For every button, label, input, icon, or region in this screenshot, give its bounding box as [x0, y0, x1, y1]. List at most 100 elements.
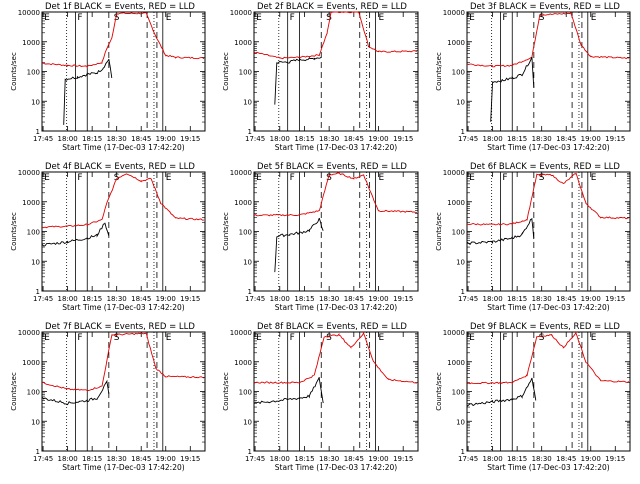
region-label: F [290, 333, 295, 343]
plot-frame [466, 171, 631, 292]
plot-frame [41, 11, 206, 132]
x-axis-label: Start Time (17-Dec-03 17:42:20) [275, 463, 397, 472]
y-tick-label: 1 [36, 288, 40, 296]
y-axis-label: Counts/sec [435, 212, 443, 251]
x-tick-label: 18:00 [483, 455, 503, 463]
region-label: F [502, 333, 507, 343]
x-tick-label: 18:00 [270, 455, 290, 463]
x-tick-label: 18:00 [58, 135, 78, 143]
region-label: S [539, 333, 545, 343]
lld-series-line [253, 171, 418, 217]
events-series-line [253, 376, 324, 405]
panel-title: Det 4f BLACK = Events, RED = LLD [45, 162, 195, 172]
x-tick-label: 18:45 [131, 295, 151, 303]
plot-frame [253, 11, 419, 132]
y-tick-label: 1 [36, 448, 40, 456]
x-tick-label: 17:45 [245, 295, 265, 303]
x-tick-label: 18:15 [294, 295, 314, 303]
y-tick-label: 100 [452, 389, 465, 397]
y-tick-label: 10 [456, 258, 465, 266]
region-label: E [256, 333, 262, 343]
y-axis-label: Counts/sec [222, 212, 230, 251]
y-tick-label: 10 [243, 418, 252, 426]
y-tick-label: 1000 [234, 39, 252, 47]
y-tick-label: 10 [243, 98, 252, 106]
y-tick-label: 100 [239, 69, 252, 77]
x-tick-label: 18:15 [82, 135, 102, 143]
panel-title: Det 9f BLACK = Events, RED = LLD [470, 322, 620, 332]
region-label: E [591, 13, 597, 23]
x-tick-label: 18:30 [107, 295, 127, 303]
panel-title: Det 8f BLACK = Events, RED = LLD [257, 322, 407, 332]
x-tick-label: 18:00 [58, 455, 78, 463]
y-tick-label: 10000 [230, 169, 252, 177]
region-label: E [256, 13, 262, 23]
y-tick-label: 1 [248, 288, 252, 296]
x-tick-label: 18:30 [319, 135, 339, 143]
region-label: S [326, 333, 332, 343]
y-tick-label: 10 [456, 98, 465, 106]
x-tick-label: 18:45 [131, 455, 151, 463]
events-series-line [41, 379, 110, 406]
y-tick-label: 1000 [22, 359, 40, 367]
y-tick-label: 10 [31, 418, 40, 426]
x-tick-label: 19:00 [368, 455, 388, 463]
lld-series-line [253, 331, 418, 384]
panel-5: Det 5f BLACK = Events, RED = LLD 1 10 100 10… [222, 162, 419, 312]
y-tick-label: 10000 [443, 9, 465, 17]
panel-title: Det 7f BLACK = Events, RED = LLD [45, 322, 195, 332]
region-label: E [166, 13, 172, 23]
y-tick-label: 100 [27, 389, 40, 397]
panel-title: Det 5f BLACK = Events, RED = LLD [257, 162, 407, 172]
x-tick-label: 17:45 [458, 295, 478, 303]
region-label: E [166, 173, 172, 183]
x-tick-label: 19:00 [368, 135, 388, 143]
region-label: E [469, 13, 475, 23]
y-axis-label: Counts/sec [10, 52, 18, 91]
x-tick-label: 19:00 [581, 135, 601, 143]
events-series-line [466, 218, 535, 246]
x-tick-label: 19:00 [581, 455, 601, 463]
region-label: S [326, 13, 332, 23]
x-tick-label: 19:00 [156, 135, 176, 143]
x-tick-label: 19:00 [156, 295, 176, 303]
x-tick-label: 18:30 [107, 135, 127, 143]
x-tick-label: 19:15 [180, 295, 200, 303]
x-tick-label: 18:45 [344, 455, 364, 463]
panel-4: Det 4f BLACK = Events, RED = LLD 1 10 100 10… [10, 162, 206, 312]
x-tick-label: 17:45 [458, 455, 478, 463]
x-axis-label: Start Time (17-Dec-03 17:42:20) [62, 463, 184, 472]
x-tick-label: 18:45 [556, 135, 576, 143]
x-tick-label: 18:15 [507, 295, 527, 303]
x-tick-label: 19:15 [180, 135, 200, 143]
region-label: E [166, 333, 172, 343]
region-label: E [469, 173, 475, 183]
region-label: E [256, 173, 262, 183]
region-label: S [326, 173, 332, 183]
y-tick-label: 1 [461, 128, 465, 136]
y-tick-label: 100 [239, 229, 252, 237]
y-axis-label: Counts/sec [222, 372, 230, 411]
lld-series-line [466, 12, 630, 68]
events-series-line [490, 56, 535, 122]
x-tick-label: 17:45 [458, 135, 478, 143]
x-tick-label: 18:15 [294, 135, 314, 143]
region-label: S [539, 173, 545, 183]
x-axis-label: Start Time (17-Dec-03 17:42:20) [275, 303, 397, 312]
x-tick-label: 17:45 [245, 135, 265, 143]
y-tick-label: 10000 [18, 329, 40, 337]
y-tick-label: 100 [27, 229, 40, 237]
panel-title: Det 2f BLACK = Events, RED = LLD [257, 2, 407, 12]
y-tick-label: 1 [248, 128, 252, 136]
x-axis-label: Start Time (17-Dec-03 17:42:20) [487, 303, 609, 312]
x-tick-label: 19:00 [156, 455, 176, 463]
x-tick-label: 18:15 [294, 455, 314, 463]
y-tick-label: 1 [36, 128, 40, 136]
x-tick-label: 17:45 [33, 455, 53, 463]
y-tick-label: 10000 [443, 329, 465, 337]
y-tick-label: 1000 [22, 199, 40, 207]
region-label: S [114, 13, 120, 23]
region-label: E [379, 13, 385, 23]
lld-series-line [253, 11, 418, 60]
